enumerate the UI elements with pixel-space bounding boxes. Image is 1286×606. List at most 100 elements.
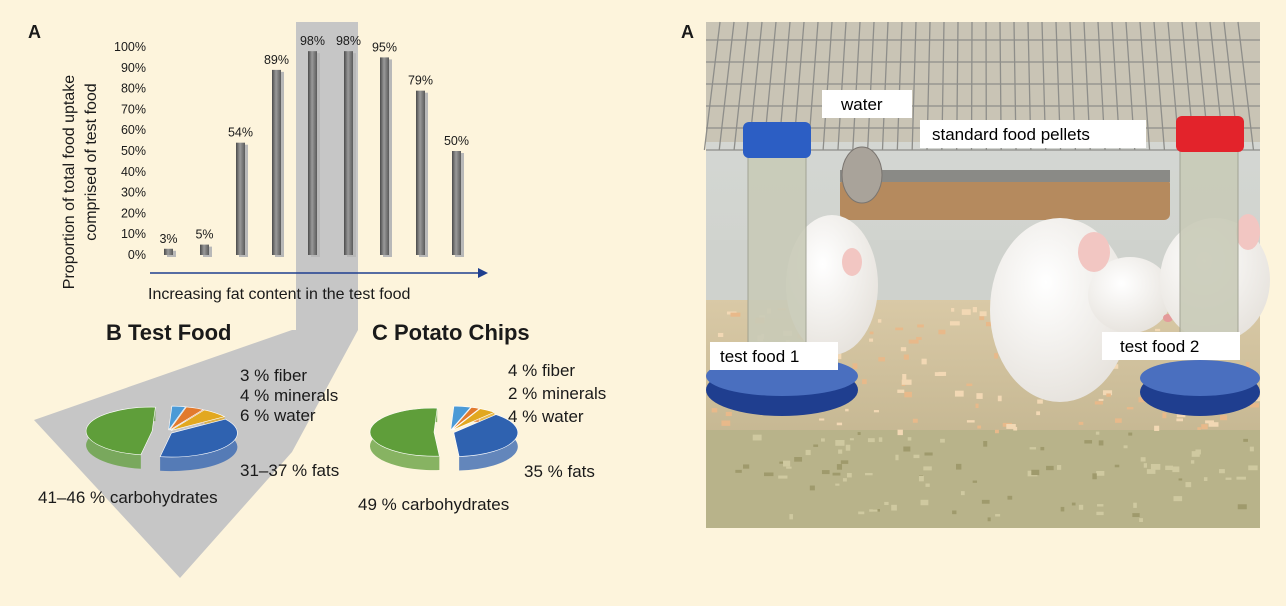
- bedding-fleck: [995, 514, 1001, 517]
- bedding-fleck: [1173, 496, 1183, 502]
- pie-b-label-fiber: 3 % fiber: [240, 366, 307, 385]
- bedding-fleck: [1098, 398, 1104, 401]
- bedding-fleck: [845, 408, 849, 412]
- bedding-fleck: [1190, 460, 1195, 464]
- y-tick-label: 0%: [128, 248, 146, 262]
- bedding-fleck: [1201, 424, 1208, 430]
- bar-data-label: 89%: [264, 53, 289, 67]
- bar: [272, 69, 281, 255]
- bedding-fleck: [764, 472, 774, 477]
- bedding-fleck: [1106, 393, 1111, 397]
- pie-slice: [450, 405, 472, 431]
- bedding-fleck: [966, 383, 973, 387]
- pie-b-label-fats: 31–37 % fats: [240, 461, 339, 480]
- bedding-fleck: [1208, 422, 1219, 427]
- bedding-fleck: [884, 501, 889, 506]
- bedding-fleck: [821, 438, 825, 442]
- bedding-fleck: [1060, 506, 1065, 512]
- bar-data-labels: 3% 5% 54% 89% 98% 98% 95% 79% 50%: [159, 34, 469, 246]
- bedding-fleck: [1095, 431, 1100, 435]
- bedding-fleck: [975, 403, 979, 409]
- bedding-fleck: [917, 324, 924, 328]
- y-tick-label: 90%: [121, 61, 146, 75]
- y-axis-title-line-2: comprised of test food: [83, 83, 100, 240]
- bedding-fleck: [1219, 469, 1225, 474]
- pie-b-label-water: 6 % water: [240, 406, 316, 425]
- bedding-fleck: [842, 478, 847, 482]
- bedding-fleck: [1155, 328, 1161, 332]
- bedding-fleck: [721, 420, 731, 426]
- y-tick-label: 40%: [121, 165, 146, 179]
- bar: [308, 51, 317, 255]
- y-tick-label: 20%: [121, 206, 146, 220]
- bedding-fleck: [789, 514, 793, 520]
- bedding-fleck: [987, 517, 991, 522]
- bedding-fleck: [1037, 399, 1043, 404]
- y-tick-label: 50%: [121, 144, 146, 158]
- bedding-fleck: [1092, 473, 1097, 480]
- bedding-fleck: [1203, 477, 1208, 482]
- bedding-fleck: [956, 463, 962, 470]
- bedding-fleck: [869, 509, 878, 512]
- bar-data-label: 98%: [300, 34, 325, 48]
- bedding-fleck: [925, 483, 930, 487]
- bedding-fleck: [1143, 463, 1148, 468]
- bedding-fleck: [904, 391, 912, 398]
- bedding-fleck: [1133, 502, 1137, 508]
- y-tick-label: 60%: [121, 123, 146, 137]
- bedding-fleck: [895, 454, 899, 461]
- bar: [200, 244, 209, 255]
- bedding-fleck: [1197, 427, 1201, 430]
- cage-wire-lid: [703, 21, 1260, 151]
- y-tick-label: 30%: [121, 186, 146, 200]
- bedding-fleck: [940, 438, 945, 443]
- bedding-fleck: [979, 316, 985, 321]
- bedding-fleck: [1172, 466, 1180, 473]
- bar-series: [164, 51, 464, 258]
- bedding-fleck: [902, 373, 907, 380]
- bedding-fleck: [981, 499, 990, 504]
- pie-b-label-carbohydrates: 41–46 % carbohydrates: [38, 488, 218, 507]
- bedding-fleck: [730, 312, 741, 317]
- bedding-fleck: [1243, 438, 1248, 442]
- bedding-fleck: [1154, 425, 1160, 431]
- bedding-fleck: [835, 353, 842, 360]
- bedding-fleck: [813, 444, 819, 447]
- y-axis-ticks: 0% 10% 20% 30% 40% 50% 60% 70% 80% 90% 100%: [114, 40, 146, 262]
- bedding-fleck: [1219, 415, 1228, 421]
- bedding-fleck: [1146, 469, 1156, 474]
- photo-label-test-food-2: test food 2: [1102, 332, 1240, 360]
- bedding-fleck: [778, 475, 788, 479]
- pie-title-potato-chips: C Potato Chips: [372, 320, 530, 345]
- bedding-fleck: [1246, 361, 1250, 368]
- bedding-fleck: [903, 354, 909, 360]
- bedding-fleck: [918, 475, 924, 482]
- bedding-fleck: [1084, 440, 1093, 444]
- bedding-fleck: [895, 327, 904, 331]
- bedding-fleck: [913, 454, 920, 459]
- bedding-fleck: [1176, 418, 1183, 422]
- bedding-fleck: [1126, 407, 1134, 410]
- bedding-fleck: [878, 437, 883, 442]
- bedding-fleck: [858, 511, 865, 515]
- bedding-fleck: [1097, 504, 1104, 507]
- bedding-fleck: [938, 371, 947, 376]
- bedding-fleck: [1140, 457, 1146, 462]
- bedding-fleck: [717, 332, 724, 337]
- bedding-fleck: [1071, 502, 1076, 506]
- pie-potato-chips: [369, 405, 519, 471]
- bar-data-label: 98%: [336, 34, 361, 48]
- bedding-fleck: [960, 491, 965, 496]
- bedding-fleck: [952, 510, 957, 515]
- bedding-fleck: [862, 379, 867, 385]
- bedding-fleck: [1205, 420, 1215, 424]
- bedding-fleck: [1132, 513, 1140, 518]
- bedding-fleck: [1249, 446, 1254, 452]
- bar-data-label: 50%: [444, 134, 469, 148]
- bedding-fleck: [961, 309, 971, 315]
- bedding-fleck: [891, 504, 897, 511]
- bedding-fleck: [1102, 390, 1113, 396]
- bedding-fleck: [976, 393, 983, 399]
- bedding-fleck: [1096, 511, 1104, 516]
